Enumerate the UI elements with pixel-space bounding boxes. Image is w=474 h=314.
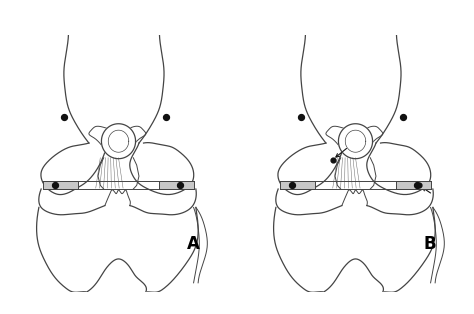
Bar xyxy=(44,181,78,189)
Polygon shape xyxy=(101,124,136,159)
Point xyxy=(288,182,296,187)
Text: A: A xyxy=(187,236,200,253)
Point xyxy=(329,157,337,162)
Text: Figure 2: Figure 2 xyxy=(9,12,74,26)
Bar xyxy=(159,181,193,189)
Bar xyxy=(396,181,430,189)
Point xyxy=(297,115,305,120)
Polygon shape xyxy=(87,259,146,292)
Polygon shape xyxy=(324,259,383,292)
Bar xyxy=(281,181,315,189)
Point xyxy=(176,182,184,187)
Point xyxy=(163,115,170,120)
Point xyxy=(51,182,59,187)
Polygon shape xyxy=(338,124,373,159)
Point xyxy=(60,115,68,120)
Point xyxy=(413,182,421,187)
Text: B: B xyxy=(424,236,437,253)
Point xyxy=(400,115,407,120)
Point xyxy=(415,183,423,188)
